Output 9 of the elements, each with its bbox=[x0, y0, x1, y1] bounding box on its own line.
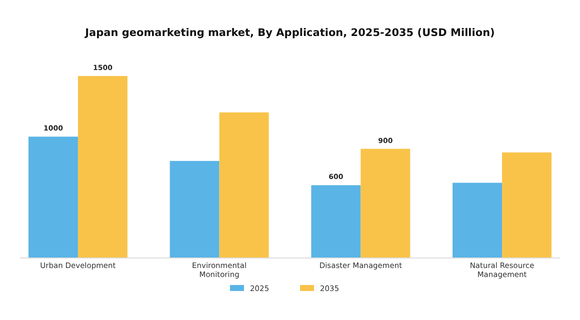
bar bbox=[170, 160, 220, 258]
bar bbox=[502, 152, 552, 258]
bar bbox=[360, 148, 410, 258]
bar bbox=[219, 112, 269, 258]
chart-title: Japan geomarketing market, By Application, 2025-2035 (USD Million) bbox=[84, 27, 495, 39]
bar bbox=[311, 185, 361, 258]
bar bbox=[28, 136, 78, 258]
bar bbox=[78, 76, 128, 258]
bar bbox=[452, 182, 502, 258]
